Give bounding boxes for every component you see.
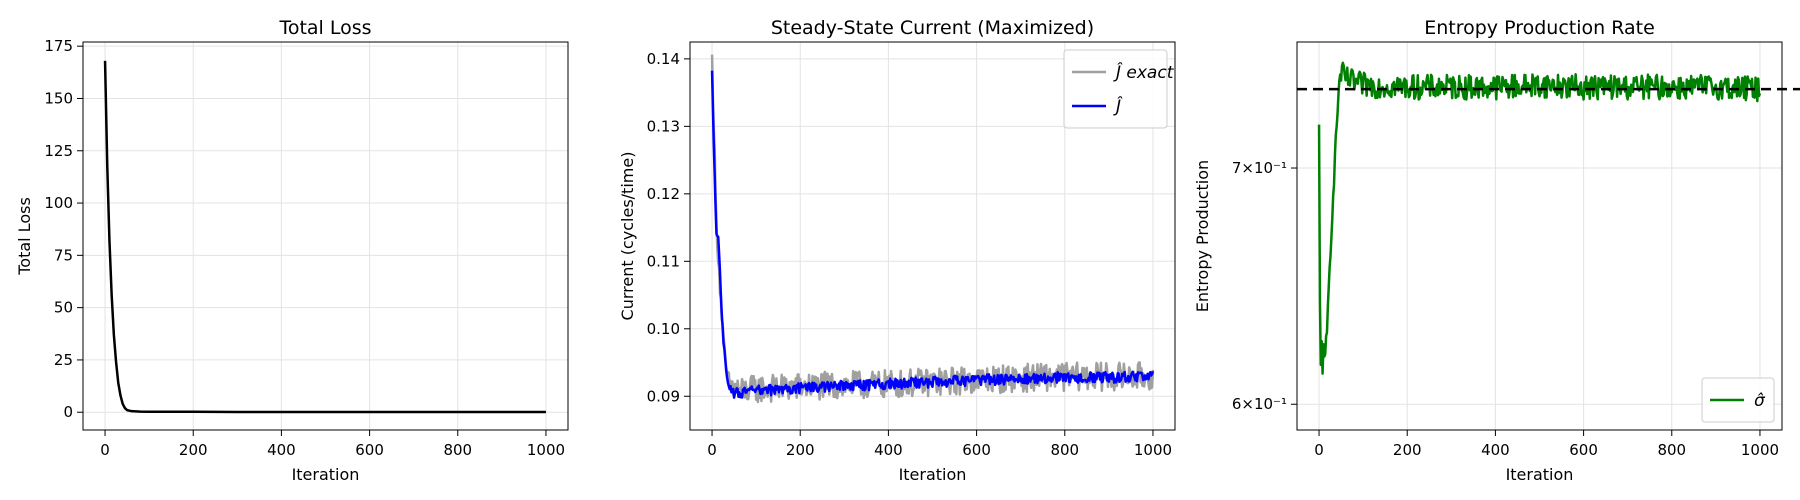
y-tick-label: 0.13 [647,117,680,135]
x-tick-label: 1000 [1134,441,1172,459]
chart-title: Total Loss [278,17,371,39]
x-tick-label: 600 [962,441,991,459]
x-tick-label: 1000 [1741,441,1779,459]
y-tick-label: 6×10⁻¹ [1232,395,1287,413]
legend-label: Ĵ [1113,96,1123,117]
y-tick-label: 100 [44,194,73,212]
x-tick-label: 800 [443,441,472,459]
y-axis-label: Entropy Production [1193,160,1212,312]
x-axis-label: Iteration [1506,465,1574,484]
plot-area [710,54,1155,404]
chart-panel-1: Total Loss 0 200 400 600 800 1000 0 25 50 75 100 125… [15,17,569,484]
legend-box [1063,49,1168,129]
x-tick-label: 600 [355,441,384,459]
x-tick-label: 200 [1393,441,1422,459]
x-tick-label: 800 [1657,441,1686,459]
axes-frame [689,41,1176,431]
x-tick-label: 0 [100,441,110,459]
y-axis-label: Current (cycles/time) [618,152,637,321]
chart-title: Steady-State Current (Maximized) [771,17,1094,39]
x-tick-label: 600 [1569,441,1598,459]
y-tick-label: 50 [54,299,73,317]
x-tick-label: 400 [874,441,903,459]
x-tick-label: 0 [707,441,717,459]
x-tick-label: 1000 [527,441,565,459]
y-tick-label: 7×10⁻¹ [1232,159,1287,177]
legend-label: σ̂ [1754,391,1766,411]
x-tick-label: 800 [1050,441,1079,459]
y-tick-label: 125 [44,142,73,160]
chart-panel-3: Entropy Production Rate 0 200 400 600 800 1000… [1193,17,1800,484]
y-tick-label: 0 [63,403,73,421]
y-tick-label: 175 [44,37,73,55]
x-tick-label: 200 [179,441,208,459]
series-line-2 [710,70,1155,399]
y-tick-label: 25 [54,351,73,369]
y-tick-label: 75 [54,246,73,264]
y-tick-label: 0.14 [647,50,680,68]
y-tick-label: 0.12 [647,185,680,203]
y-tick-label: 0.10 [647,320,680,338]
x-tick-label: 200 [786,441,815,459]
x-axis-label: Iteration [899,465,967,484]
x-tick-label: 400 [1481,441,1510,459]
series-line-1 [1317,61,1762,375]
legend-label: Ĵ exact [1113,62,1175,83]
series-line-1 [103,60,546,414]
x-axis-label: Iteration [292,465,360,484]
plot-area [1317,61,1762,375]
x-tick-label: 400 [267,441,296,459]
legend: Ĵ exact Ĵ [1063,49,1175,129]
axes-frame [1296,41,1783,431]
chart-title: Entropy Production Rate [1424,17,1655,39]
y-tick-label: 0.09 [647,387,680,405]
legend: σ̂ [1701,377,1775,423]
plot-area [103,60,546,414]
y-tick-label: 0.11 [647,252,680,270]
x-tick-label: 0 [1314,441,1324,459]
y-tick-label: 150 [44,89,73,107]
y-axis-label: Total Loss [15,197,34,276]
chart-panel-2: Steady-State Current (Maximized) 0 200 400 6… [618,17,1176,484]
axes-frame [82,41,569,431]
